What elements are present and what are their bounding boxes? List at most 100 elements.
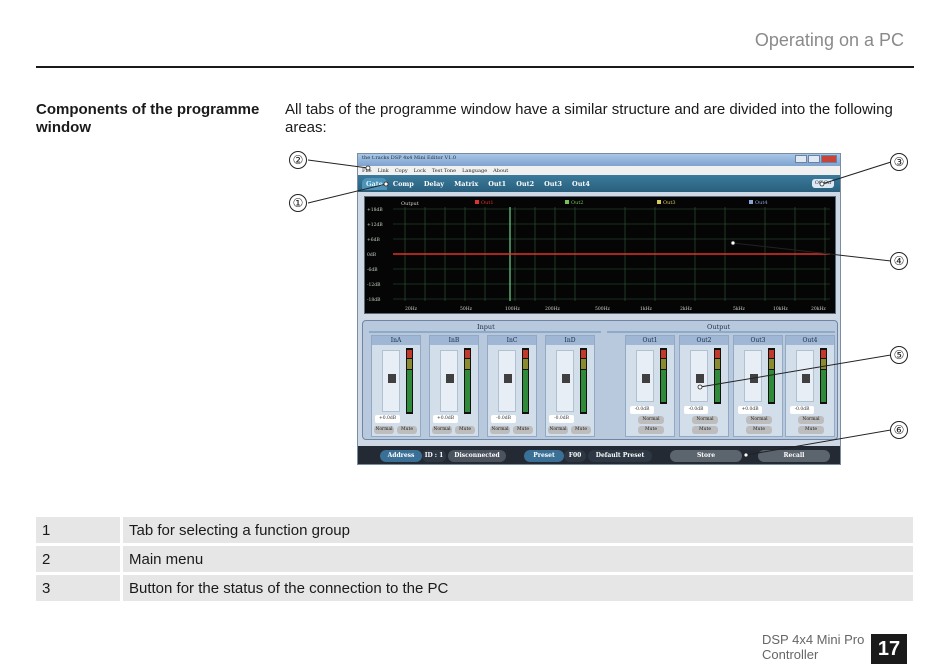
channel-name: Out4 <box>786 336 834 345</box>
fader-knob[interactable] <box>562 374 570 383</box>
menu-item-file[interactable]: File <box>362 167 372 174</box>
fader-track[interactable] <box>440 350 458 412</box>
row-number: 1 <box>36 517 123 543</box>
x-tick: 10kHz <box>773 306 788 312</box>
tab-out1[interactable]: Out1 <box>488 180 507 188</box>
connection-status-button[interactable]: Off-On <box>812 179 834 188</box>
gain-value[interactable]: -0.0dB <box>491 415 516 423</box>
y-tick: +6dB <box>367 237 381 243</box>
address-label: Address <box>380 450 422 462</box>
output-group-label: Output <box>707 323 731 331</box>
mute-button[interactable]: Mute <box>397 426 417 434</box>
input-strip-a: InA +0.0dB Normal Mute <box>371 335 421 437</box>
gain-value[interactable]: -0.0dB <box>684 406 708 414</box>
mute-button[interactable]: Mute <box>638 426 664 434</box>
y-tick: -12dB <box>367 282 381 288</box>
fader-track[interactable] <box>498 350 516 412</box>
fader-track[interactable] <box>382 350 400 412</box>
window-title: the t.racks DSP 4x4 Mini Editor V1.0 <box>362 155 457 161</box>
input-strip-b: InB +0.0dB Normal Mute <box>429 335 479 437</box>
close-button[interactable] <box>821 155 837 163</box>
x-tick: 2kHz <box>680 306 693 312</box>
legend-table: 1 Tab for selecting a function group 2 M… <box>36 514 913 604</box>
fader-track[interactable] <box>744 350 762 402</box>
menu-item-language[interactable]: Language <box>462 167 488 174</box>
y-tick: -18dB <box>367 297 381 303</box>
mute-button[interactable]: Mute <box>455 426 475 434</box>
fader-knob[interactable] <box>802 374 810 383</box>
fader-track[interactable] <box>636 350 654 402</box>
gain-value[interactable]: +0.0dB <box>433 415 458 423</box>
tab-gate[interactable]: Gate <box>362 178 387 190</box>
page-number: 17 <box>871 634 907 664</box>
callout-4: ④ <box>890 252 908 270</box>
menu-item-copy[interactable]: Copy <box>394 167 408 174</box>
normal-button[interactable]: Normal <box>490 426 510 434</box>
tab-matrix[interactable]: Matrix <box>454 180 479 188</box>
gain-value[interactable]: -0.0dB <box>549 415 574 423</box>
x-tick: 20Hz <box>405 306 418 312</box>
normal-button[interactable]: Normal <box>746 416 772 424</box>
row-description: Main menu <box>123 546 913 572</box>
fader-knob[interactable] <box>504 374 512 383</box>
tab-delay[interactable]: Delay <box>423 180 445 188</box>
address-value: ID : 1 <box>422 450 446 462</box>
mute-button[interactable]: Mute <box>746 426 772 434</box>
mute-button[interactable]: Mute <box>571 426 591 434</box>
mute-button[interactable]: Mute <box>798 426 824 434</box>
minimize-button[interactable] <box>795 155 807 163</box>
level-meter <box>714 348 721 404</box>
fader-knob[interactable] <box>696 374 704 383</box>
x-tick: 5kHz <box>733 306 746 312</box>
maximize-button[interactable] <box>808 155 820 163</box>
tab-comp[interactable]: Comp <box>392 180 414 188</box>
level-meter <box>522 348 529 414</box>
footer-product: DSP 4x4 Mini Pro Controller <box>762 632 864 662</box>
gain-value[interactable]: -0.0dB <box>630 406 654 414</box>
menu-item-test-tone[interactable]: Test Tone <box>431 167 457 174</box>
x-tick: 200Hz <box>545 306 561 312</box>
section-heading: Components of the programme window <box>36 101 260 136</box>
preset-name: Default Preset <box>588 450 652 462</box>
normal-button[interactable]: Normal <box>374 426 394 434</box>
channel-name: InC <box>488 336 536 345</box>
gain-value[interactable]: -0.0dB <box>790 406 814 414</box>
footer-product-line1: DSP 4x4 Mini Pro <box>762 632 865 647</box>
normal-button[interactable]: Normal <box>798 416 824 424</box>
tab-out2[interactable]: Out2 <box>516 180 535 188</box>
normal-button[interactable]: Normal <box>548 426 568 434</box>
menu-item-about[interactable]: About <box>493 167 509 174</box>
gain-value[interactable]: +0.0dB <box>375 415 400 423</box>
recall-button[interactable]: Recall <box>758 450 830 462</box>
tab-out4[interactable]: Out4 <box>572 180 590 188</box>
gain-value[interactable]: +0.0dB <box>738 406 762 414</box>
mute-button[interactable]: Mute <box>692 426 718 434</box>
x-tick: 500Hz <box>595 306 611 312</box>
mute-button[interactable]: Mute <box>513 426 533 434</box>
level-meter <box>820 348 827 404</box>
menu-item-lock[interactable]: Lock <box>413 167 426 174</box>
output-strip-4: Out4 -0.0dB Normal Mute <box>785 335 835 437</box>
menu-item-link[interactable]: Link <box>377 167 389 174</box>
y-tick: 0dB <box>367 252 377 258</box>
normal-button[interactable]: Normal <box>432 426 452 434</box>
fader-knob[interactable] <box>446 374 454 383</box>
store-button[interactable]: Store <box>670 450 742 462</box>
header-title: Operating on a PC <box>754 30 904 50</box>
fader-knob[interactable] <box>642 374 650 383</box>
normal-button[interactable]: Normal <box>692 416 718 424</box>
tab-out3[interactable]: Out3 <box>544 180 563 188</box>
level-meter <box>580 348 587 414</box>
legend-swatch <box>749 200 753 204</box>
y-tick: -6dB <box>367 267 378 273</box>
normal-button[interactable]: Normal <box>638 416 664 424</box>
fader-knob[interactable] <box>750 374 758 383</box>
fader-knob[interactable] <box>388 374 396 383</box>
output-strip-3: Out3 +0.0dB Normal Mute <box>733 335 783 437</box>
legend-out2: Out2 <box>571 200 584 206</box>
fader-track[interactable] <box>556 350 574 412</box>
input-group-label: Input <box>477 323 495 331</box>
fader-track[interactable] <box>690 350 708 402</box>
channel-name: InD <box>546 336 594 345</box>
fader-track[interactable] <box>796 350 814 402</box>
